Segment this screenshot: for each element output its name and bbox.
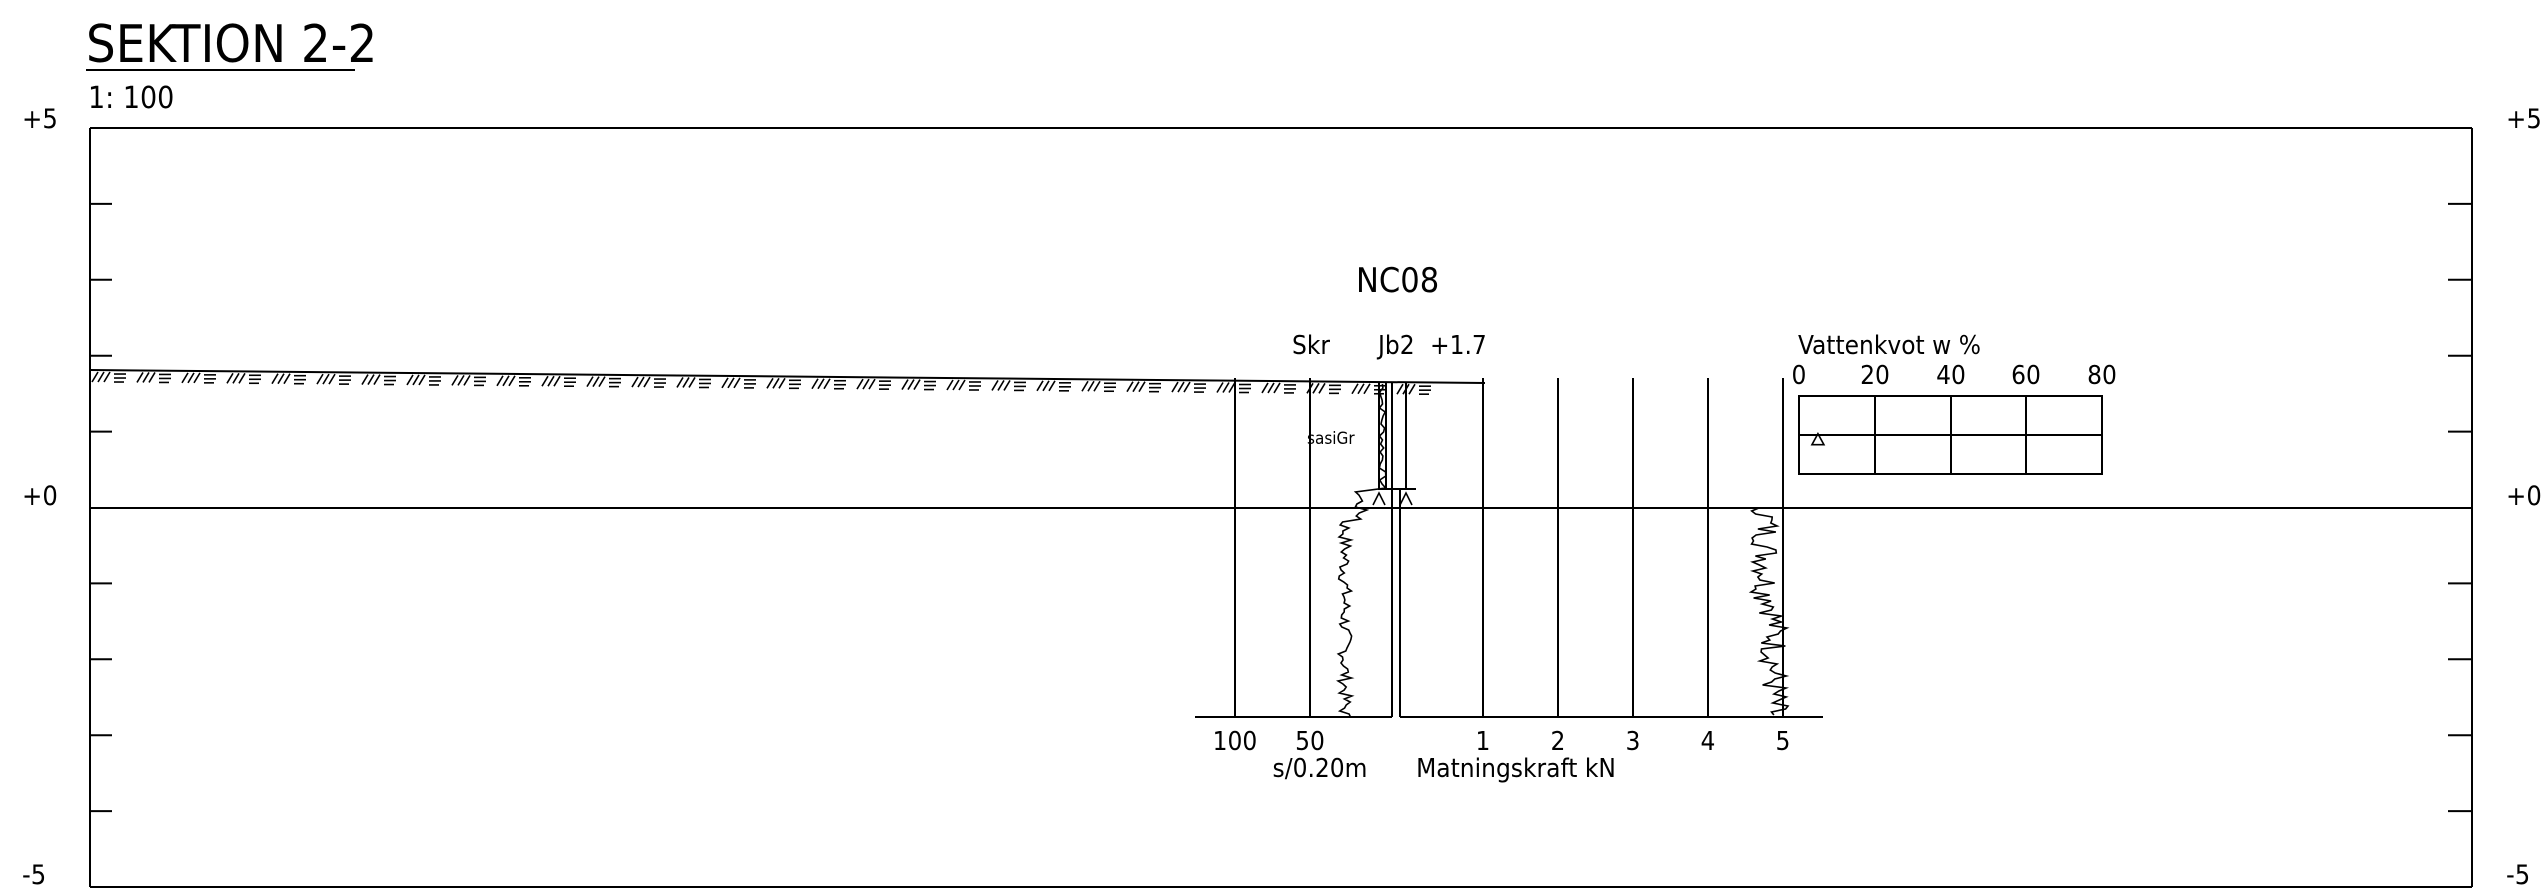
skr-penetration-curve [1336, 383, 1388, 718]
right-axis-tick-labels: 1 2 3 4 5 [1476, 727, 1791, 757]
ground-surface-line [89, 369, 1486, 384]
borehole-ground-level: +1.7 [1430, 331, 1487, 361]
borehole-name: NC08 [1356, 261, 1439, 301]
soil-label: sasiGr [1307, 429, 1355, 449]
water-content-points [1810, 432, 1826, 446]
water-content-point-0 [1810, 432, 1826, 446]
elevation-label-bottom-right: -5 [2506, 860, 2530, 891]
right-axis-unit: Matningskraft kN [1416, 754, 1616, 784]
left-axis-unit: s/0.20m [1273, 754, 1368, 784]
elevation-label-zero-right: +0 [2506, 481, 2542, 512]
water-content-tick-80: 80 [2087, 361, 2117, 391]
water-content-title: Vattenkvot w % [1798, 331, 1981, 361]
left-elevation-ticks [89, 147, 112, 868]
left-axis-tick-50: 50 [1295, 727, 1325, 757]
right-axis-tick-1: 1 [1476, 727, 1491, 757]
right-axis-tick-2: 2 [1551, 727, 1566, 757]
soil-column [1372, 382, 1416, 717]
water-content-tick-labels: 0 20 40 60 80 [1792, 361, 2117, 391]
left-axis-tick-100: 100 [1213, 727, 1258, 757]
elevation-label-top-left: +5 [22, 104, 58, 135]
scale-label: 1: 100 [88, 81, 174, 116]
right-axis-tick-5: 5 [1776, 727, 1791, 757]
section-title: SEKTION 2-2 [86, 15, 377, 75]
water-content-tick-0: 0 [1792, 361, 1807, 391]
borehole-method-right: Jb2 [1376, 331, 1415, 361]
sounding-grid [1195, 378, 1823, 718]
water-content-tick-40: 40 [1936, 361, 1966, 391]
right-axis-tick-3: 3 [1626, 727, 1641, 757]
elevation-label-zero-left: +0 [22, 481, 58, 512]
right-axis-tick-4: 4 [1701, 727, 1716, 757]
right-elevation-ticks [2448, 202, 2472, 813]
borehole-method-left: Skr [1292, 331, 1330, 361]
left-axis-tick-labels: 100 50 [1213, 727, 1325, 757]
stop-marker-left [1372, 491, 1386, 506]
ground-surface-hatch [91, 371, 1431, 395]
elevation-label-bottom-left: -5 [22, 860, 46, 891]
jb2-feed-force-curve [1748, 507, 1790, 716]
water-content-tick-60: 60 [2011, 361, 2041, 391]
stop-marker-right [1399, 491, 1413, 506]
water-content-tick-20: 20 [1860, 361, 1890, 391]
elevation-label-top-right: +5 [2506, 104, 2542, 135]
water-content-grid [1798, 395, 2103, 475]
